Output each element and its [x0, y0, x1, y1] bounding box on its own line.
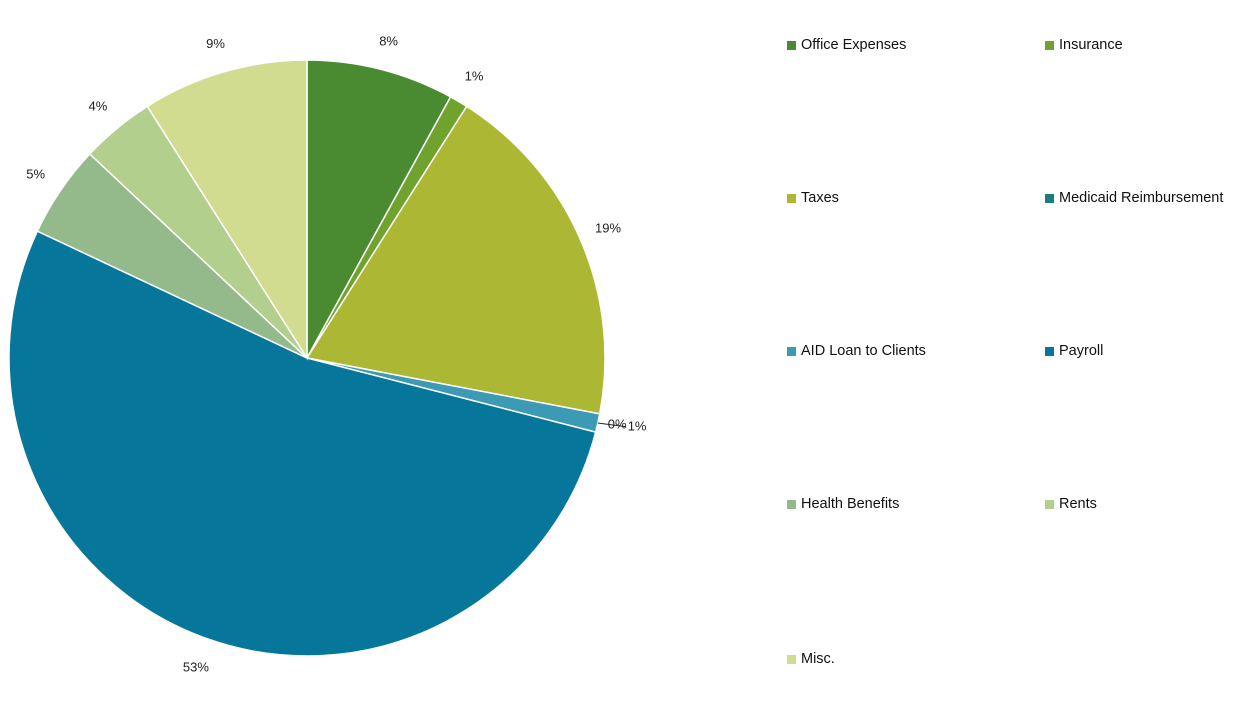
- legend-item-payroll: Payroll: [1045, 343, 1103, 359]
- legend-swatch: [787, 193, 796, 203]
- legend-swatch: [1045, 346, 1054, 356]
- slices-layer: [8, 59, 606, 657]
- legend-item-rents: Rents: [1045, 496, 1097, 512]
- data-label-health-benefits: 5%: [26, 167, 45, 182]
- legend-item-health-benefits: Health Benefits: [787, 496, 899, 512]
- legend-item-aid-loan-to-clients: AID Loan to Clients: [787, 343, 926, 359]
- pie-slice-payroll: [8, 230, 597, 657]
- legend-swatch: [1045, 499, 1054, 509]
- legend-swatch: [1045, 193, 1054, 203]
- legend-label: Insurance: [1059, 37, 1123, 53]
- legend-label: Medicaid Reimbursement: [1059, 190, 1224, 206]
- leader-line-aid-loan-to-clients: [597, 422, 626, 428]
- legend-item-medicaid-reimbursement: Medicaid Reimbursement: [1045, 190, 1223, 206]
- legend-label: AID Loan to Clients: [801, 343, 926, 359]
- legend-item-insurance: Insurance: [1045, 37, 1123, 53]
- legend-label: Office Expenses: [801, 37, 907, 53]
- legend-item-office-expenses: Office Expenses: [787, 37, 906, 53]
- legend-item-misc: Misc.: [787, 651, 835, 667]
- legend-swatch: [1045, 40, 1054, 50]
- legend-swatch: [787, 654, 796, 664]
- data-labels-layer: 8%1%19%0% 1%53%5%4%9%: [26, 33, 647, 674]
- data-label-insurance: 1%: [465, 69, 484, 84]
- legend-label: Payroll: [1059, 343, 1104, 359]
- legend-label: Taxes: [801, 190, 839, 206]
- data-label-office-expenses: 8%: [379, 33, 398, 48]
- data-label-payroll: 53%: [183, 660, 209, 675]
- pie-slice-misc: [146, 59, 308, 361]
- legend-swatch: [787, 346, 796, 356]
- legend-label: Health Benefits: [801, 496, 900, 512]
- data-label-rents: 4%: [89, 98, 108, 113]
- data-label-medicaid-reimbursement: 0%: [608, 417, 627, 432]
- legend-swatch: [787, 499, 796, 509]
- data-label-taxes: 19%: [595, 221, 621, 236]
- pie-slice-taxes: [305, 105, 606, 415]
- legend-item-taxes: Taxes: [787, 190, 839, 206]
- data-label-misc: 9%: [206, 36, 225, 51]
- pie-slice-office-expenses: [306, 59, 452, 359]
- data-label-aid-loan-to-clients: 1%: [628, 419, 647, 434]
- legend-label: Rents: [1059, 496, 1097, 512]
- legend-swatch: [787, 40, 796, 50]
- legend-label: Misc.: [801, 651, 835, 667]
